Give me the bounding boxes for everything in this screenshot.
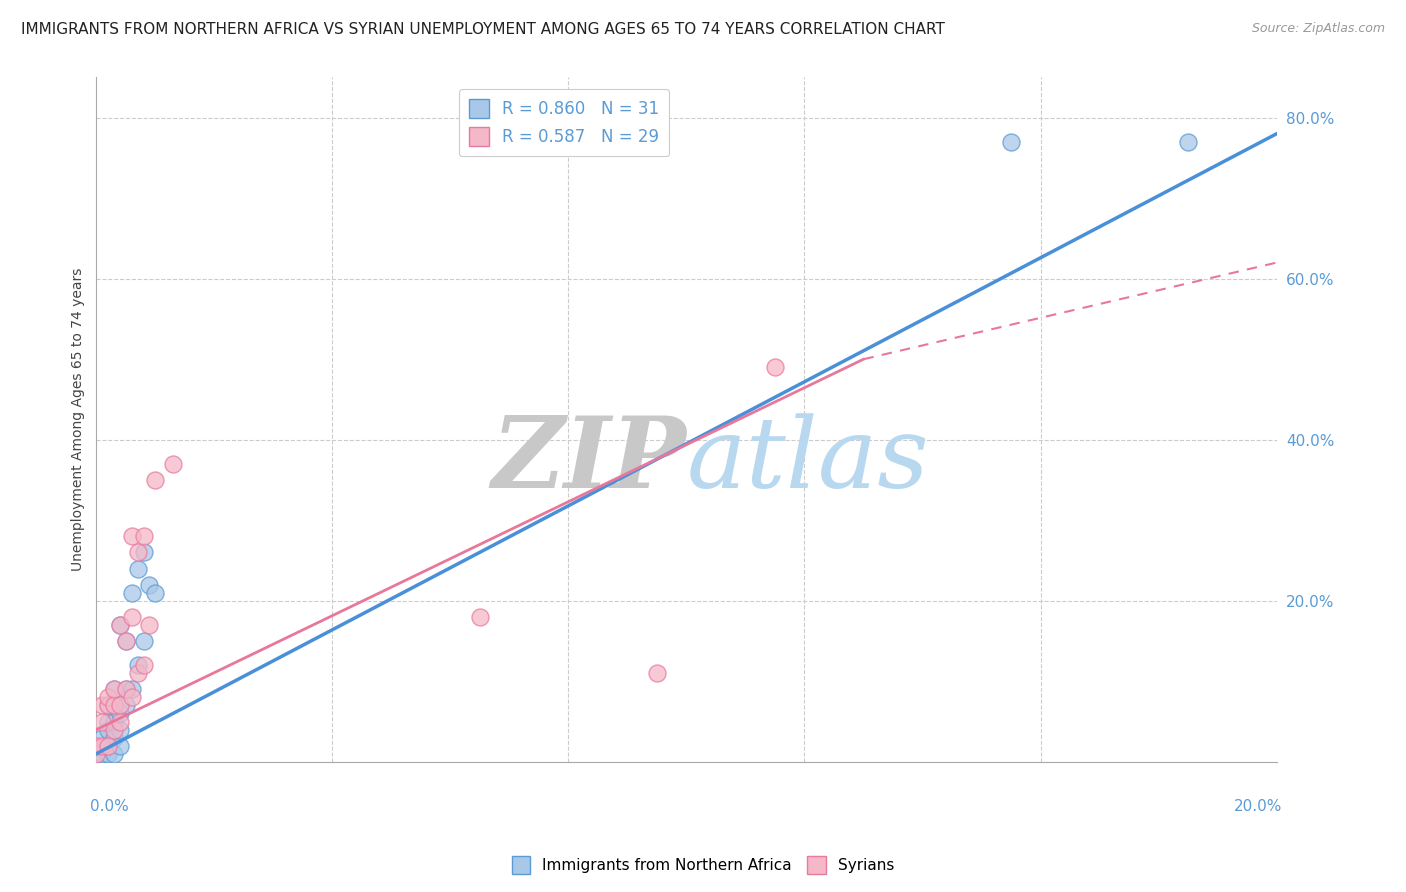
Point bbox=[108, 698, 131, 713]
Point bbox=[108, 618, 131, 632]
Point bbox=[97, 747, 120, 761]
Point bbox=[103, 698, 125, 713]
Point bbox=[97, 690, 120, 705]
Point bbox=[121, 690, 143, 705]
Point bbox=[127, 666, 149, 681]
Point bbox=[86, 747, 108, 761]
Point bbox=[132, 658, 155, 673]
Point bbox=[108, 723, 131, 737]
Point bbox=[103, 747, 125, 761]
Point bbox=[1177, 135, 1199, 149]
Text: atlas: atlas bbox=[686, 413, 929, 508]
Point bbox=[91, 698, 114, 713]
Point bbox=[763, 360, 786, 375]
Point bbox=[138, 577, 160, 591]
Point bbox=[97, 714, 120, 729]
Point bbox=[91, 714, 114, 729]
Text: ZIP: ZIP bbox=[492, 412, 686, 509]
Point bbox=[103, 723, 125, 737]
Point bbox=[468, 610, 491, 624]
Point bbox=[132, 634, 155, 648]
Point bbox=[143, 473, 166, 487]
Point bbox=[103, 731, 125, 745]
Point bbox=[91, 747, 114, 761]
Point bbox=[103, 682, 125, 697]
Point bbox=[143, 585, 166, 599]
Point bbox=[162, 457, 184, 471]
Point bbox=[108, 706, 131, 721]
Point bbox=[115, 682, 138, 697]
Point bbox=[1000, 135, 1022, 149]
Text: Source: ZipAtlas.com: Source: ZipAtlas.com bbox=[1251, 22, 1385, 36]
Point bbox=[121, 529, 143, 543]
Point bbox=[132, 529, 155, 543]
Point bbox=[91, 739, 114, 753]
Point bbox=[97, 739, 120, 753]
Point bbox=[115, 698, 138, 713]
Point bbox=[115, 682, 138, 697]
Y-axis label: Unemployment Among Ages 65 to 74 years: Unemployment Among Ages 65 to 74 years bbox=[72, 268, 86, 571]
Point bbox=[103, 698, 125, 713]
Text: 0.0%: 0.0% bbox=[90, 799, 129, 814]
Point bbox=[97, 698, 120, 713]
Point bbox=[91, 739, 114, 753]
Point bbox=[121, 682, 143, 697]
Point bbox=[86, 739, 108, 753]
Point bbox=[97, 698, 120, 713]
Point bbox=[115, 634, 138, 648]
Point bbox=[108, 714, 131, 729]
Point bbox=[103, 714, 125, 729]
Legend: Immigrants from Northern Africa, Syrians: Immigrants from Northern Africa, Syrians bbox=[506, 850, 900, 880]
Point bbox=[127, 561, 149, 575]
Point bbox=[108, 618, 131, 632]
Point bbox=[97, 739, 120, 753]
Point bbox=[86, 747, 108, 761]
Text: 20.0%: 20.0% bbox=[1234, 799, 1282, 814]
Point bbox=[121, 585, 143, 599]
Point bbox=[108, 739, 131, 753]
Point bbox=[132, 545, 155, 559]
Point bbox=[138, 618, 160, 632]
Point bbox=[127, 545, 149, 559]
Point bbox=[115, 634, 138, 648]
Point bbox=[127, 658, 149, 673]
Point bbox=[121, 610, 143, 624]
Legend: R = 0.860   N = 31, R = 0.587   N = 29: R = 0.860 N = 31, R = 0.587 N = 29 bbox=[458, 89, 669, 156]
Text: IMMIGRANTS FROM NORTHERN AFRICA VS SYRIAN UNEMPLOYMENT AMONG AGES 65 TO 74 YEARS: IMMIGRANTS FROM NORTHERN AFRICA VS SYRIA… bbox=[21, 22, 945, 37]
Point bbox=[645, 666, 668, 681]
Point bbox=[91, 731, 114, 745]
Point bbox=[97, 723, 120, 737]
Point bbox=[103, 682, 125, 697]
